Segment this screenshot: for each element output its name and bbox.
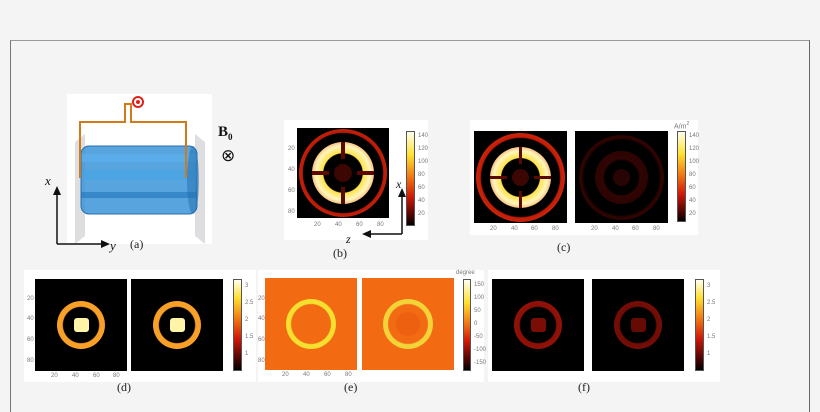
- figure-frame: [10, 40, 810, 412]
- caption-c: (c): [557, 240, 571, 254]
- caption-d: (d): [117, 380, 131, 394]
- tick-c-x: 40: [612, 226, 619, 232]
- b0-into-page-icon: ⊗: [221, 146, 236, 165]
- tick-c-x: 80: [653, 226, 660, 232]
- cbar-e-tick: 150: [474, 282, 485, 288]
- caption-a: (a): [130, 237, 144, 251]
- tick-c-x: 40: [511, 226, 518, 232]
- tick-e-x: 40: [303, 372, 310, 378]
- colorbar-b: [406, 131, 415, 226]
- tick-e-y: 80: [258, 358, 265, 364]
- tick-d-x: 20: [51, 373, 58, 379]
- tick-e-x: 60: [324, 372, 331, 378]
- cbar-b-tick: 60: [418, 185, 425, 191]
- cbar-e-tick: 100: [474, 295, 485, 301]
- cbar-d-tick: 1: [245, 351, 249, 357]
- cbar-c-tick: 20: [689, 211, 696, 217]
- xy-axes-arrows: [53, 186, 110, 248]
- tick-e-y: 40: [258, 316, 265, 322]
- cbar-e-tick: -150: [474, 360, 487, 366]
- cbar-d-tick: 2.5: [245, 300, 254, 306]
- tick-d-y: 40: [27, 316, 34, 322]
- cbar-c-tick: 40: [689, 198, 696, 204]
- tick-e-x: 20: [282, 372, 289, 378]
- panel-d-heatmap-right: [131, 279, 223, 371]
- cbar-f-tick: 1: [707, 351, 711, 357]
- panel-f-heatmap-right: [592, 279, 684, 371]
- panel-e-heatmap-left: [265, 278, 357, 370]
- panel-f-heatmap-left: [492, 279, 584, 371]
- caption-f: (f): [578, 380, 590, 394]
- b0-label: B0: [218, 124, 233, 142]
- panel-b-heatmap: [297, 128, 389, 218]
- tick-e-y: 20: [258, 296, 265, 302]
- tick-d-y: 60: [27, 337, 34, 343]
- cbar-b-tick: 80: [418, 172, 425, 178]
- tick-b-x40: 40: [335, 222, 342, 228]
- tick-b-y80: 80: [288, 209, 295, 215]
- cbar-f-tick: 1.5: [707, 334, 716, 340]
- coil-cylinder-schematic: [75, 96, 205, 244]
- xz-axes-arrows: [362, 188, 406, 238]
- panel-d-heatmap-left: [35, 279, 127, 371]
- cbar-d-tick: 3: [245, 283, 249, 289]
- cbar-b-tick: 40: [418, 198, 425, 204]
- panel-c-heatmap-left: [474, 131, 567, 223]
- tick-b-y40: 40: [288, 167, 295, 173]
- tick-b-y20: 20: [288, 146, 295, 152]
- cbar-c-tick: 140: [689, 133, 700, 139]
- panel-e-heatmap-right: [362, 278, 454, 370]
- tick-d-x: 60: [93, 373, 100, 379]
- colorbar-d: [233, 279, 242, 371]
- colorbar-e-unit: degree: [456, 270, 475, 276]
- tick-e-x: 80: [345, 372, 352, 378]
- tick-c-x: 20: [490, 226, 497, 232]
- tick-c-x: 80: [552, 226, 559, 232]
- cbar-c-tick: 60: [689, 185, 696, 191]
- y-axis-label: y: [110, 238, 116, 253]
- tick-b-y60: 60: [288, 188, 295, 194]
- panel-c-heatmap-right: [575, 131, 668, 223]
- tick-d-x: 80: [113, 373, 120, 379]
- cbar-c-tick: 100: [689, 159, 700, 165]
- cbar-b-tick: 20: [418, 211, 425, 217]
- tick-b-x60: 60: [356, 222, 363, 228]
- tick-c-x: 20: [591, 226, 598, 232]
- cbar-b-tick: 120: [418, 146, 429, 152]
- cbar-b-tick: 100: [418, 159, 429, 165]
- cbar-f-tick: 2: [707, 317, 711, 323]
- cbar-d-tick: 2: [245, 317, 249, 323]
- cbar-f-tick: 2.5: [707, 300, 716, 306]
- colorbar-c: [677, 131, 686, 222]
- caption-e: (e): [344, 380, 358, 394]
- cbar-b-tick: 140: [418, 133, 429, 139]
- tick-e-y: 60: [258, 337, 265, 343]
- cbar-c-tick: 120: [689, 146, 700, 152]
- cbar-e-tick: 0: [474, 321, 478, 327]
- cbar-f-tick: 3: [707, 283, 711, 289]
- cbar-e-tick: -50: [474, 334, 483, 340]
- tick-d-y: 80: [27, 358, 34, 364]
- tick-b-x80: 80: [377, 222, 384, 228]
- tick-c-x: 60: [632, 226, 639, 232]
- x-axis-label-b: x: [396, 177, 402, 191]
- colorbar-c-unit: A/m2: [674, 121, 690, 131]
- tick-c-x: 60: [531, 226, 538, 232]
- tick-d-y: 20: [27, 296, 34, 302]
- colorbar-f: [695, 279, 704, 371]
- tick-b-x20: 20: [314, 222, 321, 228]
- caption-b: (b): [333, 246, 347, 260]
- cbar-d-tick: 1.5: [245, 334, 254, 340]
- colorbar-e: [463, 279, 471, 371]
- tick-d-x: 40: [72, 373, 79, 379]
- cbar-c-tick: 80: [689, 172, 696, 178]
- x-axis-label: x: [45, 173, 51, 188]
- cbar-e-tick: -100: [474, 347, 487, 353]
- cbar-e-tick: 50: [474, 308, 481, 314]
- z-axis-label-b: z: [346, 232, 351, 246]
